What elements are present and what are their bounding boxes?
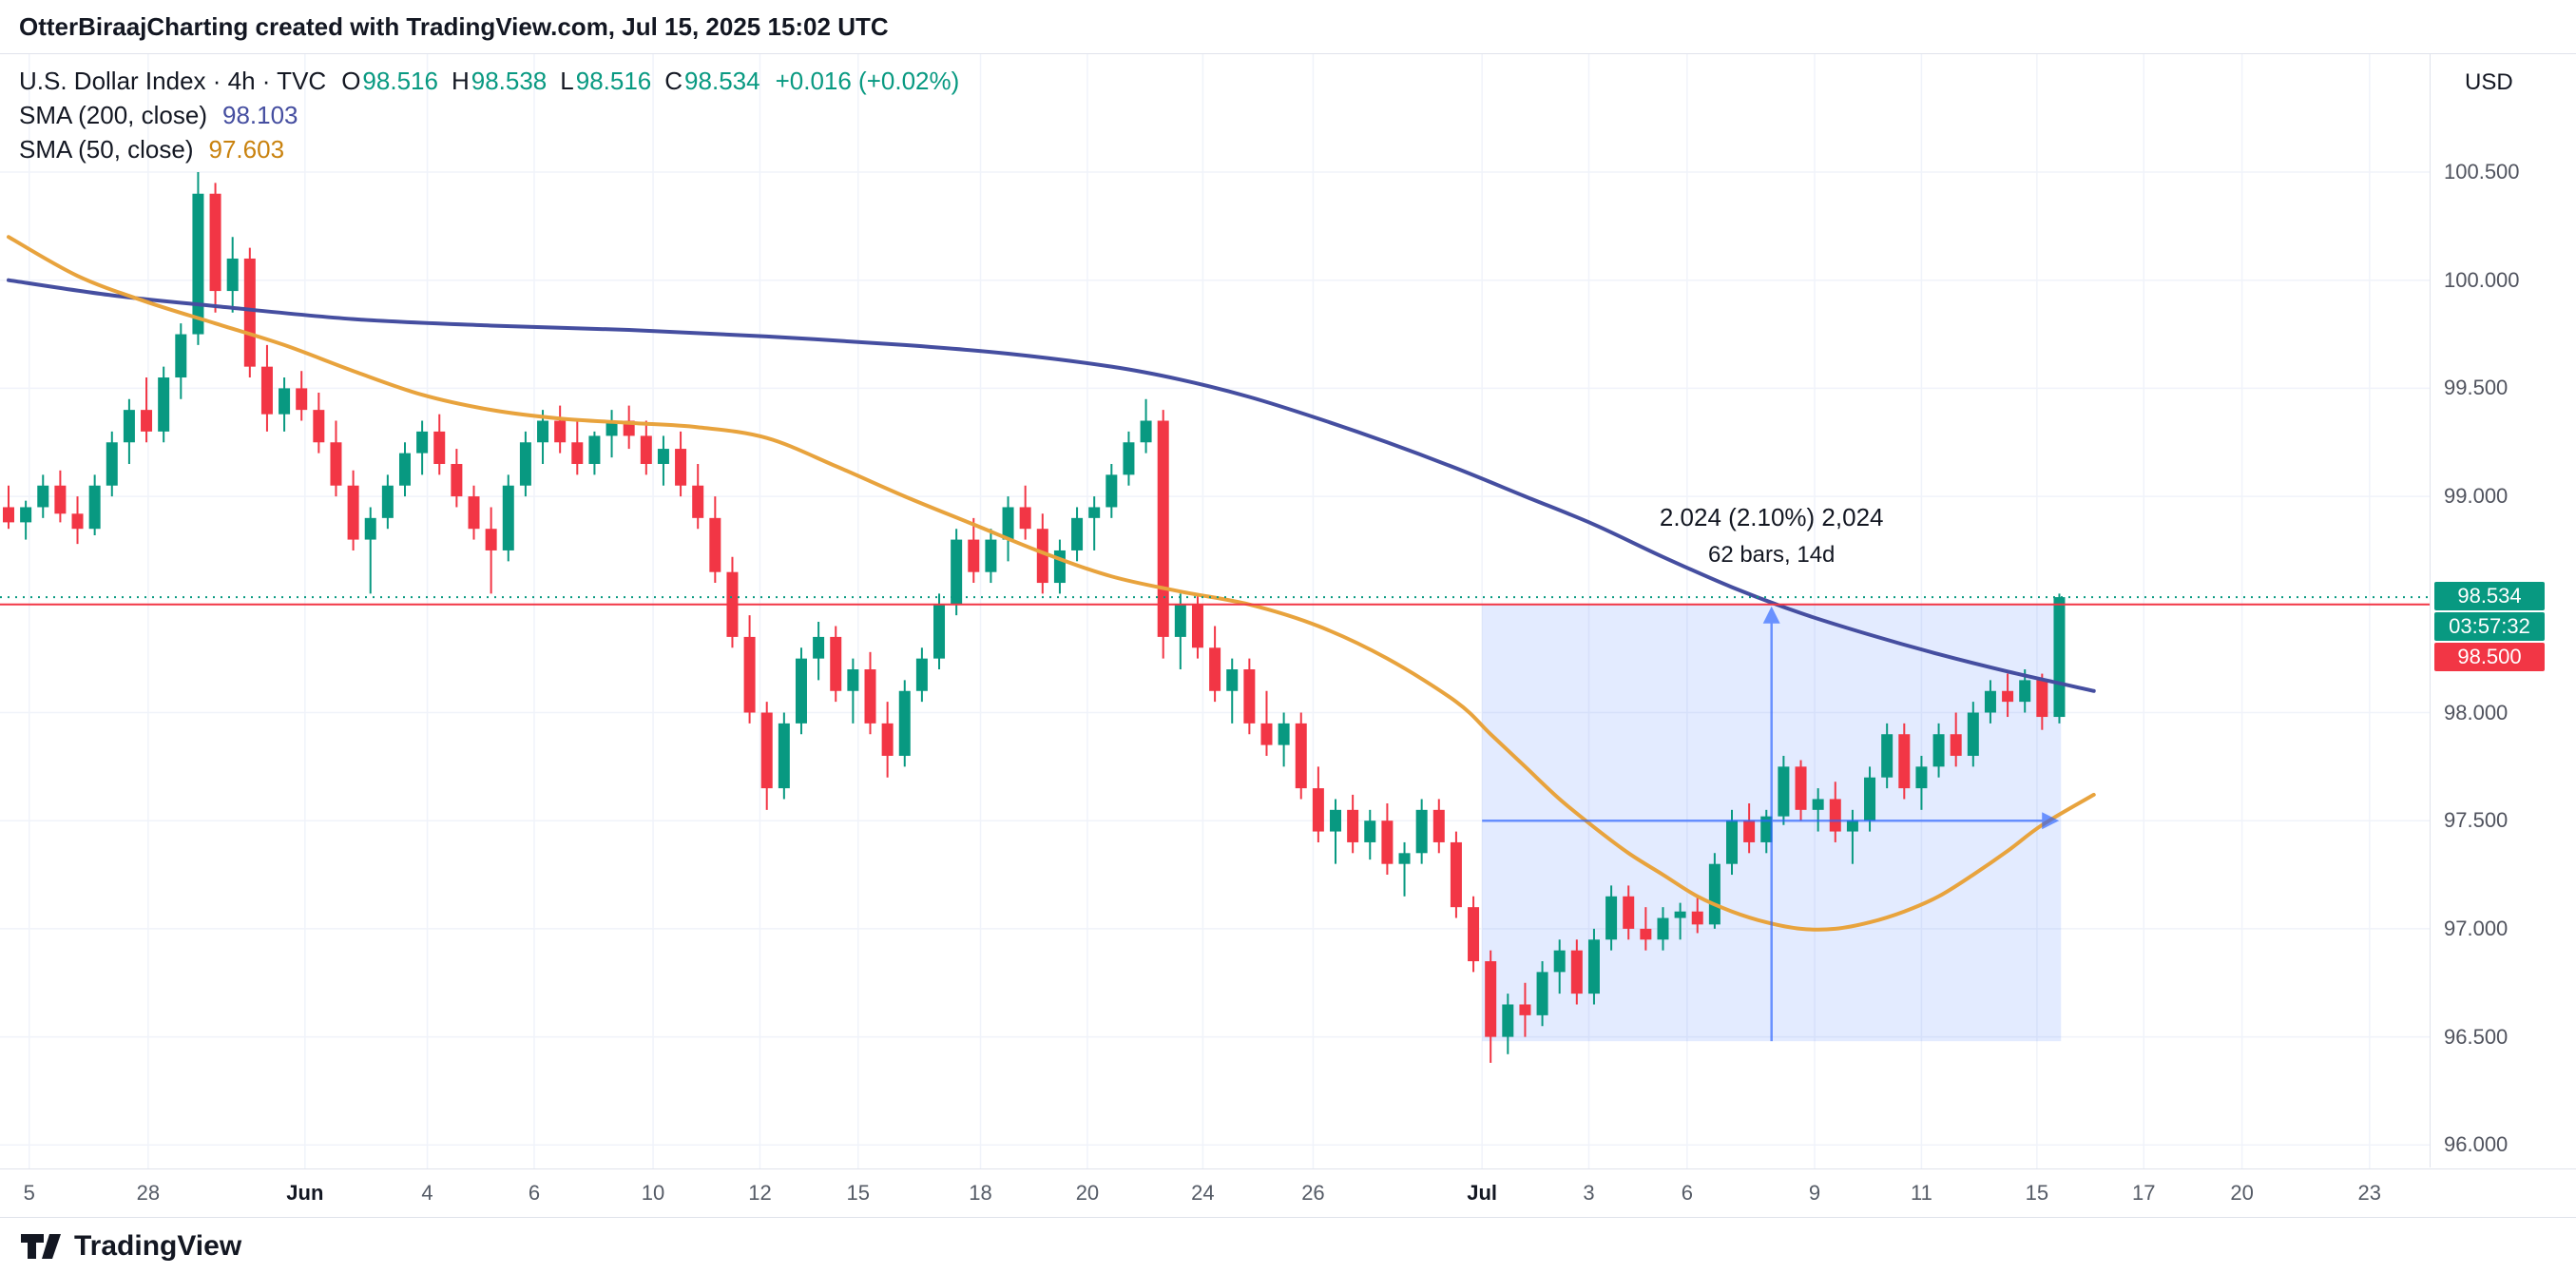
chart-header: OtterBiraajCharting created with Trading… xyxy=(0,0,2576,53)
time-axis-tick: 6 xyxy=(1681,1181,1693,1205)
change-value: +0.016 (+0.02%) xyxy=(775,66,960,95)
chart-legend: U.S. Dollar Index · 4h · TVC O 98.516 H 98… xyxy=(19,64,959,166)
price-axis-label: 96.500 xyxy=(2444,1024,2509,1049)
time-axis-tick: 26 xyxy=(1301,1181,1325,1205)
time-axis-tick: 28 xyxy=(136,1181,161,1205)
price-axis-label: 100.500 xyxy=(2444,160,2520,183)
sma50-value: 97.603 xyxy=(208,134,285,164)
price-axis-label: 98.000 xyxy=(2444,700,2509,724)
time-axis-tick: 11 xyxy=(1911,1181,1932,1205)
time-axis-tick: 23 xyxy=(2357,1181,2382,1205)
price-axis-label: 96.000 xyxy=(2444,1132,2509,1157)
time-axis-tick: 20 xyxy=(2230,1181,2254,1205)
ohlc-low-key: L xyxy=(560,66,574,95)
price-axis-label: 97.000 xyxy=(2444,916,2509,940)
legend-sma50-row[interactable]: SMA (50, close) 97.603 xyxy=(19,132,959,166)
ohlc-high-value: 98.538 xyxy=(471,66,548,95)
ohlc-low-value: 98.516 xyxy=(575,66,652,95)
measure-tool-label[interactable]: 2.024 (2.10%) 2,024 62 bars, 14d xyxy=(1660,498,1884,574)
currency-toggle[interactable]: USD xyxy=(2465,69,2513,95)
header-title: OtterBiraajCharting created with Trading… xyxy=(19,11,889,41)
time-axis-tick: 10 xyxy=(641,1181,665,1205)
tradingview-logo-icon[interactable] xyxy=(19,1232,63,1261)
tradingview-brand-text[interactable]: TradingView xyxy=(74,1229,242,1262)
ohlc-open-key: O xyxy=(341,66,361,95)
measure-range-text: 2.024 (2.10%) 2,024 xyxy=(1659,502,1884,531)
chart-canvas[interactable]: U.S. Dollar Index · 4h · TVC O 98.516 H 98… xyxy=(0,53,2430,1168)
time-axis-tick: Jun xyxy=(286,1181,324,1205)
time-axis-tick: Jul xyxy=(1467,1181,1498,1205)
legend-symbol-row[interactable]: U.S. Dollar Index · 4h · TVC O 98.516 H 98… xyxy=(19,64,959,98)
candlestick-plot[interactable] xyxy=(0,54,2430,1168)
time-axis-tick: 15 xyxy=(2025,1181,2049,1205)
sma200-label: SMA (200, close) xyxy=(19,100,207,129)
time-axis-tick: 12 xyxy=(748,1181,772,1205)
bottom-toolbar: TradingView xyxy=(0,1217,2576,1274)
ohlc-close-value: 98.534 xyxy=(684,66,760,95)
current-price-badge: 98.534 xyxy=(2434,582,2545,610)
ohlc-close-key: C xyxy=(664,66,683,95)
time-axis-tick: 24 xyxy=(1191,1181,1215,1205)
sma200-value: 98.103 xyxy=(221,100,298,129)
measure-bars-text: 62 bars, 14d xyxy=(1707,541,1836,568)
time-axis-tick: 15 xyxy=(846,1181,871,1205)
time-axis-tick: 18 xyxy=(969,1181,992,1205)
time-axis-tick: 6 xyxy=(528,1181,541,1205)
sma50-label: SMA (50, close) xyxy=(19,134,194,164)
symbol-title: U.S. Dollar Index · 4h · TVC xyxy=(19,66,327,95)
price-axis-label: 100.000 xyxy=(2444,267,2520,292)
ohlc-open-value: 98.516 xyxy=(362,66,438,95)
time-axis-tick: 3 xyxy=(1583,1181,1595,1205)
price-line-badge: 98.500 xyxy=(2434,643,2545,671)
price-axis-label: 99.500 xyxy=(2444,376,2509,400)
time-axis-tick: 5 xyxy=(23,1181,35,1205)
ohlc-values: O 98.516 H 98.538 L 98.516 C 98.534 xyxy=(341,67,759,96)
time-axis-tick: 4 xyxy=(421,1181,433,1205)
price-axis-label: 99.000 xyxy=(2444,484,2509,509)
legend-sma200-row[interactable]: SMA (200, close) 98.103 xyxy=(19,98,959,132)
ohlc-high-key: H xyxy=(451,66,470,95)
time-axis-tick: 20 xyxy=(1075,1181,1100,1205)
price-axis-label: 97.500 xyxy=(2444,808,2509,833)
bar-countdown-badge: 03:57:32 xyxy=(2434,612,2545,641)
time-axis[interactable]: 5 28 Jun 4 6 10 12 15 18 20 24 26 Jul 3 6 9 11 15 17 20 23 xyxy=(0,1168,2576,1218)
time-axis-tick: 9 xyxy=(1808,1181,1821,1205)
price-axis[interactable]: USD 98.534 03:57:32 98.500 100.500 100.00… xyxy=(2430,53,2576,1168)
time-axis-tick: 17 xyxy=(2132,1181,2156,1205)
